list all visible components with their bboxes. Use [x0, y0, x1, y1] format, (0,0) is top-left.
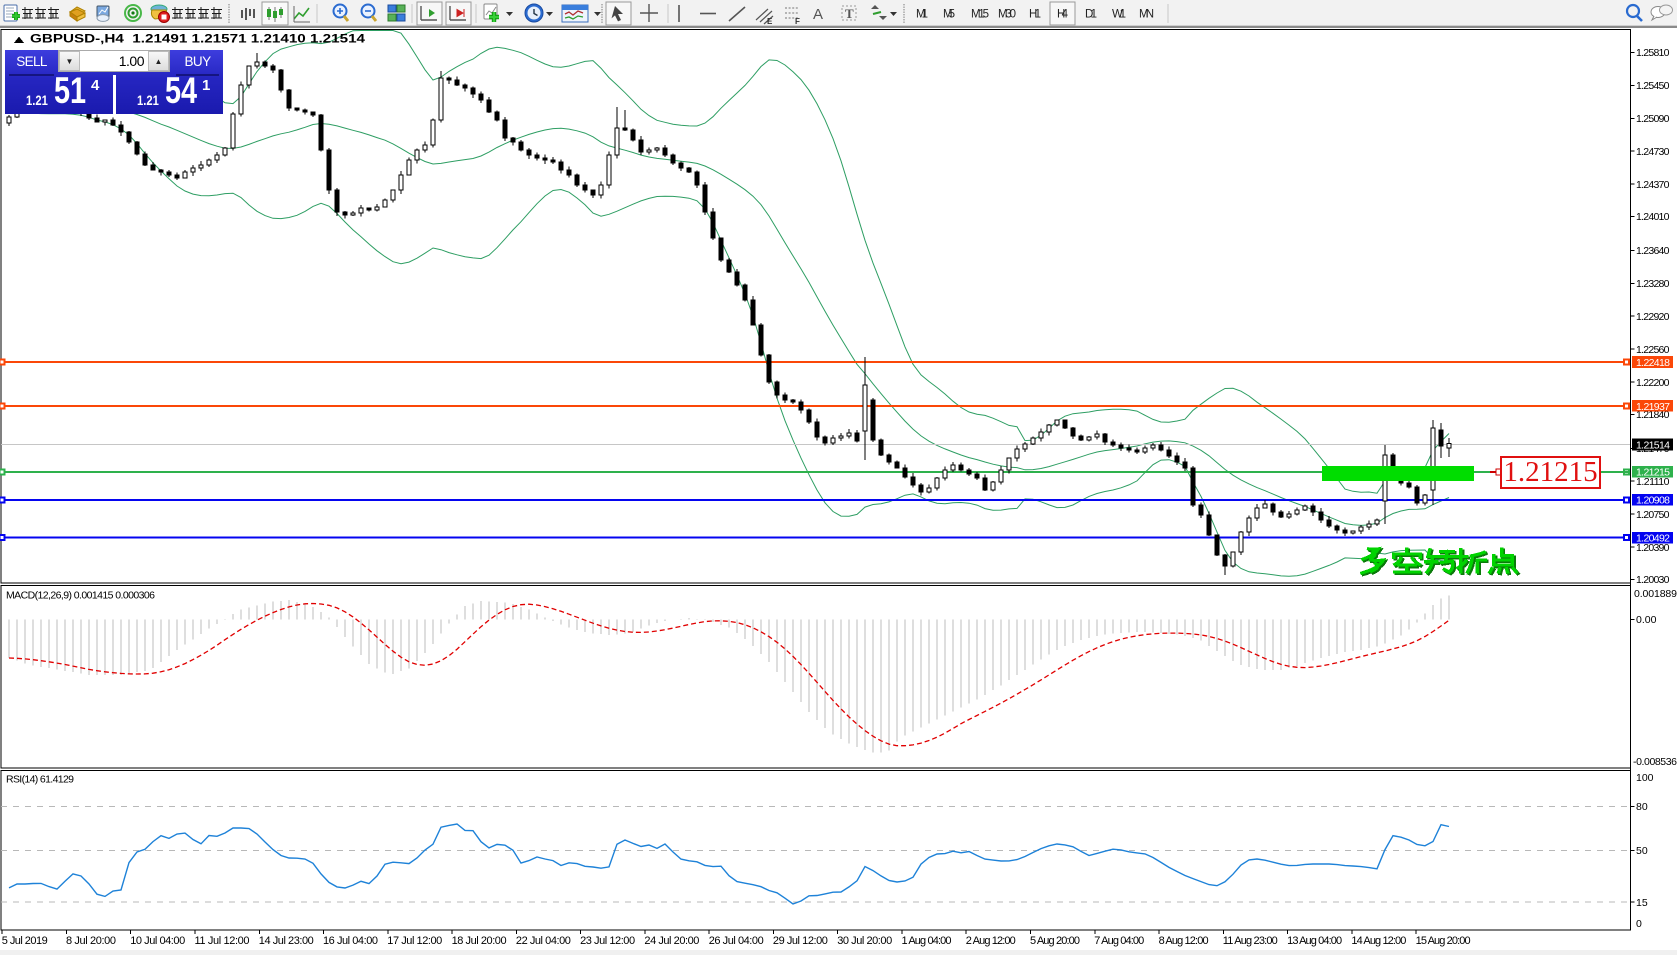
svg-text:8 Jul 20:00: 8 Jul 20:00	[66, 935, 116, 947]
svg-text:0.001889: 0.001889	[1634, 588, 1677, 600]
svg-text:23 Jul 12:00: 23 Jul 12:00	[580, 935, 635, 947]
svg-text:8 Aug 12:00: 8 Aug 12:00	[1159, 935, 1209, 947]
svg-text:MN: MN	[1139, 9, 1154, 21]
svg-text:80: 80	[1636, 801, 1648, 813]
svg-text:29 Jul 12:00: 29 Jul 12:00	[773, 935, 828, 947]
svg-text:1.25450: 1.25450	[1636, 80, 1670, 92]
svg-text:1.25090: 1.25090	[1636, 113, 1670, 125]
svg-text:1.22920: 1.22920	[1636, 311, 1670, 323]
svg-text:14 Jul 23:00: 14 Jul 23:00	[259, 935, 314, 947]
svg-text:T: T	[845, 6, 854, 21]
svg-text:-0.008536: -0.008536	[1633, 756, 1677, 768]
svg-text:15 Aug 20:00: 15 Aug 20:00	[1416, 935, 1471, 947]
svg-text:1.20750: 1.20750	[1636, 509, 1670, 521]
svg-text:1.22560: 1.22560	[1636, 344, 1670, 356]
svg-text:1.21514: 1.21514	[1636, 439, 1670, 451]
svg-text:2 Aug 12:00: 2 Aug 12:00	[966, 935, 1016, 947]
svg-text:H1: H1	[1029, 9, 1041, 21]
svg-text:D1: D1	[1085, 9, 1097, 21]
svg-text:1.21937: 1.21937	[1636, 401, 1670, 413]
svg-text:1.21215: 1.21215	[1636, 467, 1670, 479]
svg-text:1.23280: 1.23280	[1636, 278, 1670, 290]
svg-text:7 Aug 04:00: 7 Aug 04:00	[1094, 935, 1144, 947]
svg-text:13 Aug 04:00: 13 Aug 04:00	[1287, 935, 1342, 947]
svg-text:100: 100	[1636, 772, 1654, 784]
svg-text:16 Jul 04:00: 16 Jul 04:00	[323, 935, 378, 947]
svg-text:18 Jul 20:00: 18 Jul 20:00	[452, 935, 507, 947]
svg-text:1.24370: 1.24370	[1636, 179, 1670, 191]
svg-text:0: 0	[1636, 918, 1642, 930]
svg-text:5 Aug 20:00: 5 Aug 20:00	[1030, 935, 1080, 947]
svg-text:M30: M30	[998, 9, 1016, 21]
svg-text:MACD(12,26,9) 0.001415 0.00030: MACD(12,26,9) 0.001415 0.000306	[6, 590, 155, 602]
svg-text:26 Jul 04:00: 26 Jul 04:00	[709, 935, 764, 947]
svg-text:1.22418: 1.22418	[1636, 357, 1670, 369]
svg-text:1.20390: 1.20390	[1636, 542, 1670, 554]
svg-text:H4: H4	[1057, 9, 1069, 21]
svg-text:30 Jul 20:00: 30 Jul 20:00	[837, 935, 892, 947]
svg-text:A: A	[813, 6, 823, 23]
svg-text:1.24010: 1.24010	[1636, 211, 1670, 223]
svg-text:1.21110: 1.21110	[1636, 476, 1670, 488]
svg-text:GBPUSD-,H4 1.21491 1.21571 1.: GBPUSD-,H4 1.21491 1.21571 1.21410 1.215…	[30, 32, 365, 46]
svg-text:F: F	[795, 17, 800, 26]
svg-text:1 Aug 04:00: 1 Aug 04:00	[902, 935, 952, 947]
svg-text:15: 15	[1636, 897, 1648, 909]
svg-text:M5: M5	[943, 9, 955, 21]
svg-text:1.22200: 1.22200	[1636, 377, 1670, 389]
svg-text:E: E	[767, 17, 773, 26]
svg-text:24 Jul 20:00: 24 Jul 20:00	[644, 935, 699, 947]
svg-text:RSI(14) 61.4129: RSI(14) 61.4129	[6, 774, 74, 786]
svg-text:W1: W1	[1112, 9, 1126, 21]
svg-text:22 Jul 04:00: 22 Jul 04:00	[516, 935, 571, 947]
svg-text:0.00: 0.00	[1636, 614, 1657, 626]
svg-text:1.20492: 1.20492	[1636, 533, 1670, 545]
svg-text:50: 50	[1636, 845, 1648, 857]
svg-text:10 Jul 04:00: 10 Jul 04:00	[130, 935, 185, 947]
svg-text:17 Jul 12:00: 17 Jul 12:00	[387, 935, 442, 947]
svg-text:M15: M15	[971, 9, 989, 21]
svg-text:1.25810: 1.25810	[1636, 47, 1670, 59]
svg-text:1.23640: 1.23640	[1636, 245, 1670, 257]
svg-text:M1: M1	[916, 9, 928, 21]
svg-text:14 Aug 12:00: 14 Aug 12:00	[1351, 935, 1406, 947]
svg-text:1.20908: 1.20908	[1636, 495, 1670, 507]
svg-text:11 Aug 23:00: 11 Aug 23:00	[1223, 935, 1278, 947]
svg-text:5 Jul 2019: 5 Jul 2019	[2, 935, 48, 947]
svg-text:1.21840: 1.21840	[1636, 409, 1670, 421]
svg-text:1.24730: 1.24730	[1636, 146, 1670, 158]
svg-text:11 Jul 12:00: 11 Jul 12:00	[195, 935, 250, 947]
svg-text:1.20030: 1.20030	[1636, 574, 1670, 586]
